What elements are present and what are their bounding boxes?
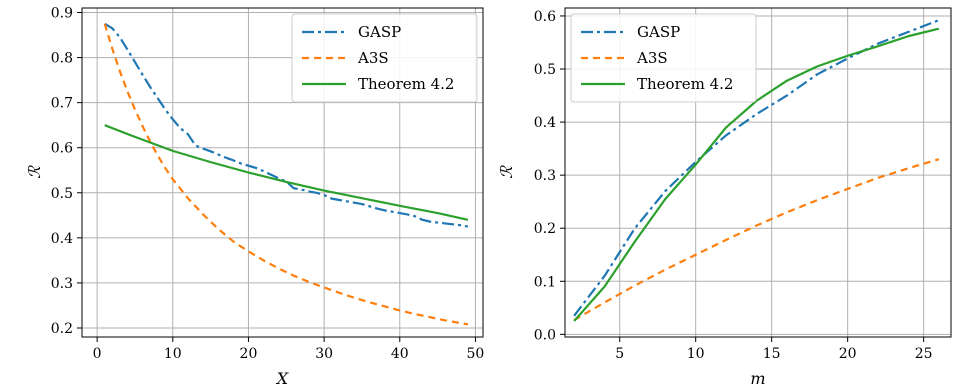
legend-label: A3S xyxy=(636,49,668,67)
legend-label: GASP xyxy=(637,23,680,41)
x-tick-label: 25 xyxy=(915,346,933,362)
y-tick-label: 0.5 xyxy=(534,62,556,78)
chart-left: 0 10 20 30 40 50 0.2 0.3 0.4 0.5 0.6 0.7 0.8 0.9 X ℛ GAS… xyxy=(25,6,484,388)
y-tick-label: 0.4 xyxy=(51,231,73,247)
chart-right: 5 10 15 20 25 0.0 0.1 0.2 0.3 0.4 0.5 0.6 m ℛ GASP A3S T… xyxy=(497,7,952,388)
series-line-a3s xyxy=(573,158,940,321)
legend-label: A3S xyxy=(357,49,389,67)
x-tick-label: 40 xyxy=(391,346,409,362)
series-line-gasp xyxy=(573,19,940,317)
x-tick-label: 10 xyxy=(164,346,182,362)
y-tick-label: 0.4 xyxy=(534,115,556,131)
legend-label: Theorem 4.2 xyxy=(358,75,454,93)
plot-frame xyxy=(564,7,952,338)
plot-frame xyxy=(81,7,484,338)
y-tick-label: 0.7 xyxy=(51,96,73,112)
y-tick-label: 0.0 xyxy=(534,327,556,343)
legend-label: Theorem 4.2 xyxy=(637,75,733,93)
legend-box xyxy=(291,13,478,103)
y-tick-label: 0.8 xyxy=(51,51,73,67)
x-axis-label: m xyxy=(750,369,765,388)
x-tick-label: 15 xyxy=(763,346,781,362)
series-group xyxy=(573,19,940,322)
series-line-theorem-4-2 xyxy=(104,124,469,221)
y-tick-label: 0.5 xyxy=(51,186,73,202)
y-tick-label: 0.6 xyxy=(51,141,73,157)
legend-box xyxy=(570,13,757,103)
y-tick-label: 0.2 xyxy=(51,321,73,337)
y-tick-label: 0.1 xyxy=(534,274,556,290)
y-axis-label: ℛ xyxy=(497,165,516,179)
x-tick-label: 5 xyxy=(615,346,624,362)
x-tick-label: 30 xyxy=(315,346,333,362)
y-tick-label: 0.9 xyxy=(51,6,73,22)
series-line-theorem-4-2 xyxy=(573,27,940,322)
x-tick-label: 0 xyxy=(93,346,102,362)
y-tick-label: 0.3 xyxy=(51,276,73,292)
x-tick-label: 20 xyxy=(240,346,258,362)
y-tick-label: 0.3 xyxy=(534,168,556,184)
legend: GASP A3S Theorem 4.2 xyxy=(570,13,757,103)
x-tick-label: 50 xyxy=(467,346,485,362)
series-group xyxy=(103,22,469,326)
y-axis-label: ℛ xyxy=(25,165,44,179)
y-tick-label: 0.6 xyxy=(534,9,556,25)
x-tick-label: 20 xyxy=(839,346,857,362)
legend-label: GASP xyxy=(358,23,401,41)
x-axis-label: X xyxy=(275,369,289,388)
legend: GASP A3S Theorem 4.2 xyxy=(291,13,478,103)
x-tick-label: 10 xyxy=(687,346,705,362)
series-line-gasp xyxy=(104,22,469,228)
y-tick-label: 0.2 xyxy=(534,221,556,237)
